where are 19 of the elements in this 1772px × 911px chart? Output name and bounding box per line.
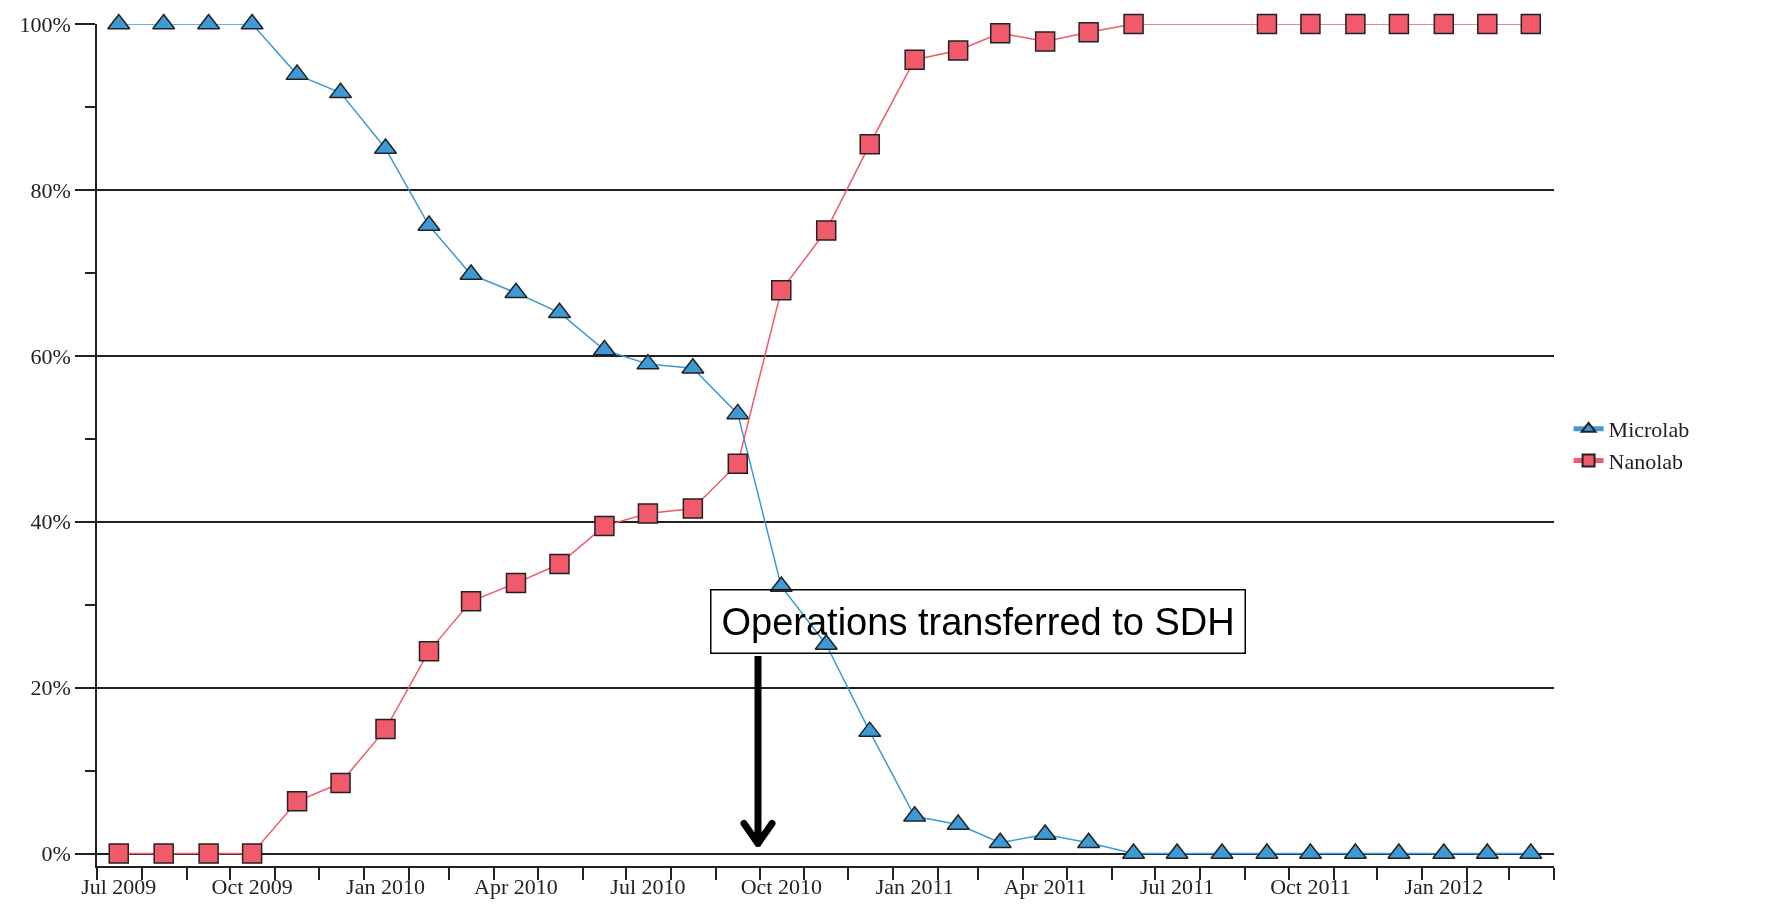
x-tick-label: Oct 2010 [740, 874, 822, 900]
x-tick-label: Jul 2010 [610, 874, 686, 900]
x-tick-label: Apr 2010 [474, 874, 558, 900]
y-tick-label: 100% [19, 11, 71, 37]
y-tick-label: 80% [30, 177, 71, 203]
x-tick-label: Oct 2009 [211, 874, 293, 900]
legend-label: Microlab [1608, 417, 1690, 443]
x-tick-label: Apr 2011 [1003, 874, 1087, 900]
legend-label: Nanolab [1608, 448, 1684, 474]
x-tick-label: Jul 2009 [81, 874, 157, 900]
x-tick-label: Jan 2011 [875, 874, 954, 900]
x-tick-label: Jan 2012 [1404, 874, 1484, 900]
y-tick-label: 20% [30, 675, 71, 701]
y-tick-label: 40% [30, 509, 71, 535]
y-tick-label: 0% [41, 841, 71, 867]
y-tick-label: 60% [30, 343, 71, 369]
x-tick-label: Jul 2011 [1139, 874, 1215, 900]
x-tick-label: Oct 2011 [1270, 874, 1351, 900]
x-tick-label: Jan 2010 [346, 874, 425, 900]
